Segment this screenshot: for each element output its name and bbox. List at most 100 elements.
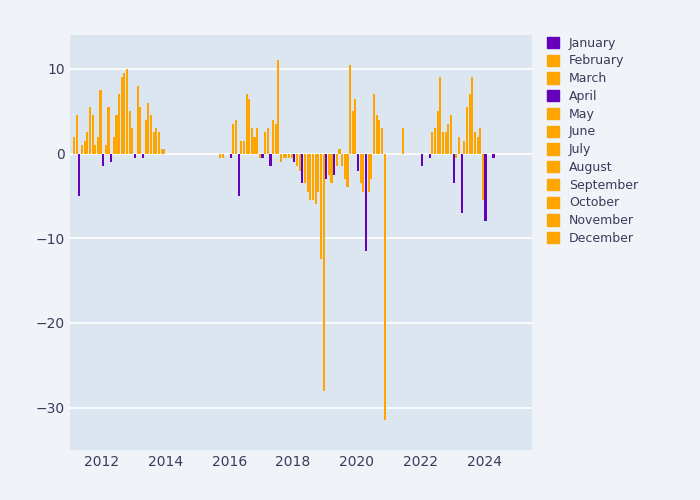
Bar (97, 136, 99, 154)
Bar (142, 154, 144, 158)
Bar (280, 154, 282, 162)
Bar (160, 150, 162, 154)
Bar (363, 154, 365, 192)
Bar (147, 103, 149, 154)
Bar (463, 141, 466, 154)
Bar (253, 136, 256, 154)
Bar (461, 154, 463, 213)
Bar (92, 116, 94, 154)
Bar (139, 107, 141, 154)
Legend: January, February, March, April, May, June, July, August, September, October, No: January, February, March, April, May, Ju… (543, 33, 642, 248)
Bar (442, 132, 444, 154)
Bar (370, 154, 372, 179)
Bar (373, 94, 375, 154)
Bar (89, 107, 91, 154)
Bar (78, 154, 81, 196)
Bar (83, 141, 85, 154)
Bar (455, 154, 457, 158)
Bar (248, 98, 251, 154)
Bar (243, 141, 245, 154)
Bar (320, 154, 322, 260)
Bar (262, 154, 263, 158)
Bar (134, 154, 136, 158)
Bar (421, 154, 423, 166)
Bar (136, 86, 139, 154)
Bar (73, 136, 75, 154)
Bar (293, 154, 295, 162)
Bar (264, 132, 266, 154)
Bar (81, 145, 83, 154)
Bar (402, 128, 405, 154)
Bar (333, 154, 335, 174)
Bar (312, 154, 314, 200)
Bar (447, 124, 449, 154)
Bar (477, 136, 479, 154)
Bar (493, 154, 494, 158)
Bar (328, 154, 330, 174)
Bar (437, 111, 439, 154)
Bar (468, 94, 470, 154)
Bar (431, 132, 433, 154)
Bar (304, 154, 306, 183)
Bar (232, 124, 234, 154)
Bar (440, 78, 442, 154)
Bar (110, 154, 112, 162)
Bar (222, 154, 224, 158)
Bar (330, 154, 332, 183)
Bar (105, 145, 107, 154)
Bar (288, 154, 290, 158)
Bar (428, 154, 430, 158)
Bar (296, 154, 298, 166)
Bar (86, 132, 88, 154)
Bar (274, 124, 277, 154)
Bar (480, 128, 482, 154)
Bar (286, 154, 288, 158)
Bar (290, 154, 293, 158)
Bar (444, 132, 447, 154)
Bar (246, 94, 248, 154)
Bar (155, 128, 158, 154)
Bar (299, 154, 301, 170)
Bar (314, 154, 316, 204)
Bar (283, 154, 285, 158)
Bar (349, 64, 351, 154)
Bar (272, 120, 274, 154)
Bar (94, 145, 97, 154)
Bar (450, 116, 452, 154)
Bar (251, 128, 253, 154)
Bar (237, 154, 239, 196)
Bar (113, 136, 115, 154)
Bar (163, 150, 165, 154)
Bar (317, 154, 319, 192)
Bar (474, 132, 476, 154)
Bar (270, 154, 272, 166)
Bar (102, 154, 104, 166)
Bar (120, 78, 122, 154)
Bar (301, 154, 303, 183)
Bar (153, 132, 155, 154)
Bar (336, 154, 338, 166)
Bar (381, 128, 383, 154)
Bar (259, 154, 261, 158)
Bar (108, 107, 109, 154)
Bar (277, 60, 279, 154)
Bar (219, 154, 221, 158)
Bar (344, 154, 346, 179)
Bar (471, 78, 473, 154)
Bar (346, 154, 349, 188)
Bar (132, 128, 134, 154)
Bar (376, 116, 378, 154)
Bar (118, 94, 120, 154)
Bar (351, 111, 354, 154)
Bar (116, 116, 118, 154)
Bar (123, 73, 125, 154)
Bar (145, 120, 147, 154)
Bar (126, 69, 128, 154)
Bar (256, 128, 258, 154)
Bar (267, 128, 269, 154)
Bar (99, 90, 102, 154)
Bar (360, 154, 362, 183)
Bar (158, 132, 160, 154)
Bar (453, 154, 455, 183)
Bar (339, 150, 340, 154)
